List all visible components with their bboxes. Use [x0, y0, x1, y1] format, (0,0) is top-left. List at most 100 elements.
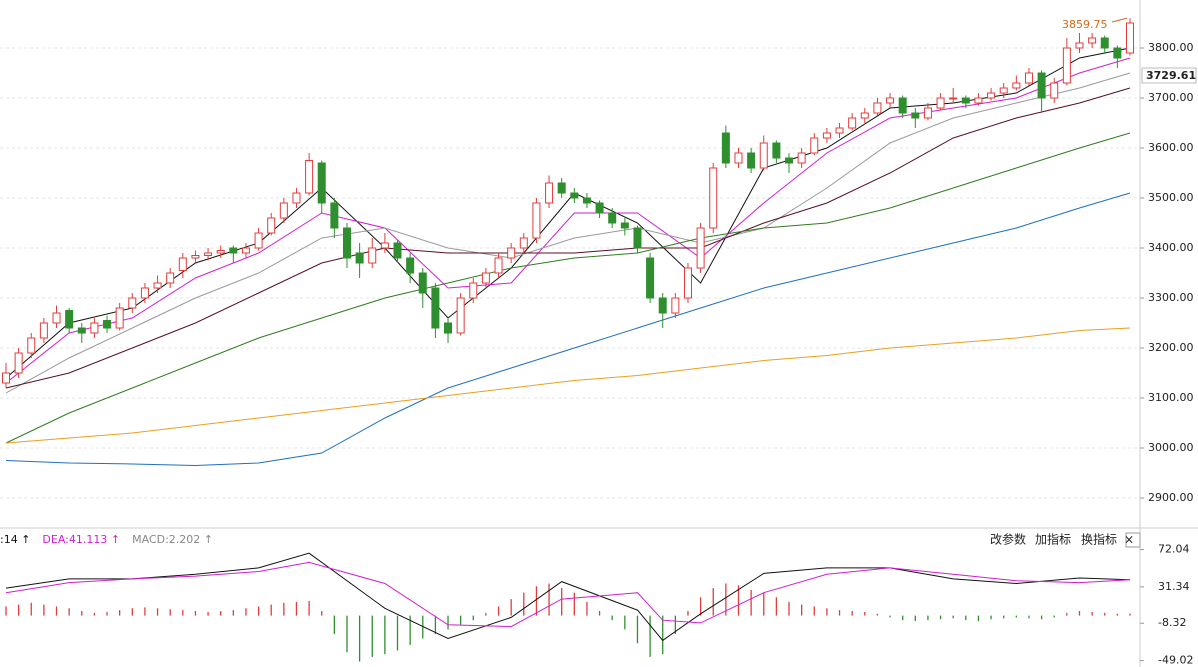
candle-body [1037, 72, 1046, 99]
candle-body [229, 247, 238, 254]
candle-body [646, 257, 655, 299]
candle-body [481, 272, 490, 284]
high-label: 3859.75 [1062, 18, 1108, 31]
candle-body [380, 242, 389, 249]
toolbar-button[interactable]: × [1124, 533, 1134, 547]
macd-line [5, 561, 1131, 628]
candle-body [734, 152, 743, 164]
macd-legend: :14 ↑ [0, 533, 30, 546]
candle-body [949, 97, 958, 100]
y-tick-label: 3700.00 [1148, 91, 1194, 104]
price-tag: 3729.61 [1146, 69, 1196, 82]
candle-body [153, 282, 162, 289]
candle-body [14, 352, 23, 374]
candle-body [721, 132, 730, 164]
candle-body [39, 322, 48, 339]
moving-average [5, 72, 1131, 394]
y-tick-label: 3400.00 [1148, 241, 1194, 254]
close-box[interactable] [1125, 532, 1141, 548]
candle-body [557, 182, 566, 194]
candle-body [961, 97, 970, 104]
candle-body [936, 97, 945, 109]
candle-body [822, 132, 831, 139]
macd-legend: DEA:41.113 ↑ [42, 533, 120, 546]
candle-body [469, 282, 478, 299]
candle-body [835, 127, 844, 134]
candle-body [545, 182, 554, 204]
toolbar-button[interactable]: 改参数 [990, 532, 1026, 547]
candle-body [27, 337, 36, 354]
macd-legend: MACD:2.202 ↑ [132, 533, 213, 546]
candle-body [1075, 42, 1084, 49]
candle-body [633, 227, 642, 249]
candle-body [848, 117, 857, 129]
candle-body [431, 287, 440, 329]
candle-body [393, 242, 402, 259]
candle-body [128, 297, 137, 309]
candle-body [178, 257, 187, 271]
candle-body [873, 102, 882, 114]
candle-body [279, 202, 288, 219]
candle-body [267, 217, 276, 234]
y-tick-label: 3600.00 [1148, 141, 1194, 154]
candle-body [90, 322, 99, 334]
candle-body [406, 257, 415, 274]
candle-body [456, 297, 465, 334]
candle-body [507, 247, 516, 259]
candle-body [759, 142, 768, 169]
candle-body [1050, 82, 1059, 99]
y2-tick-label: -49.02 [1158, 654, 1193, 667]
y2-tick-label: 72.04 [1158, 542, 1190, 555]
candle-body [747, 152, 756, 169]
candle-body [77, 327, 86, 334]
toolbar-button[interactable]: 加指标 [1035, 532, 1071, 547]
candle-body [368, 247, 377, 264]
candle-body [103, 320, 112, 329]
candle-body [1088, 37, 1097, 44]
candle-body [254, 232, 263, 249]
candle-body [355, 252, 364, 264]
candle-body [115, 307, 124, 329]
candle-body [1113, 47, 1122, 59]
price-tag-box [1141, 67, 1197, 84]
candle-body [683, 267, 692, 299]
candle-body [898, 97, 907, 114]
candle-body [608, 212, 617, 224]
candle-body [620, 222, 629, 229]
high-pointer [1111, 17, 1128, 23]
moving-average [5, 57, 1131, 384]
y-tick-label: 2900.00 [1148, 491, 1194, 504]
y-tick-label: 3300.00 [1148, 291, 1194, 304]
candle-body [140, 287, 149, 299]
moving-average [5, 192, 1131, 467]
candle-body [444, 322, 453, 334]
candle-body [418, 272, 427, 294]
moving-average [5, 132, 1131, 444]
candle-body [797, 152, 806, 164]
candle-body [987, 92, 996, 99]
candle-body [342, 227, 351, 259]
candle-body [292, 192, 301, 204]
candle-body [191, 255, 200, 259]
toolbar-button[interactable]: 换指标 [1081, 532, 1117, 547]
candle-body [923, 107, 932, 119]
candle-body [974, 97, 983, 104]
candle-body [1100, 37, 1109, 49]
candle-body [1012, 82, 1021, 89]
y-tick-label: 3200.00 [1148, 341, 1194, 354]
candle-body [494, 257, 503, 274]
candle-body [671, 297, 680, 314]
candle-body [65, 310, 74, 329]
candle-body [658, 297, 667, 314]
candle-body [696, 227, 705, 269]
candle-body [772, 142, 781, 159]
candle-body [1062, 47, 1071, 84]
candle-body [999, 87, 1008, 94]
candle-body [519, 237, 528, 249]
y2-tick-label: 31.34 [1158, 580, 1190, 593]
candle-body [595, 202, 604, 214]
candle-body [52, 312, 61, 324]
y-tick-label: 3500.00 [1148, 191, 1194, 204]
